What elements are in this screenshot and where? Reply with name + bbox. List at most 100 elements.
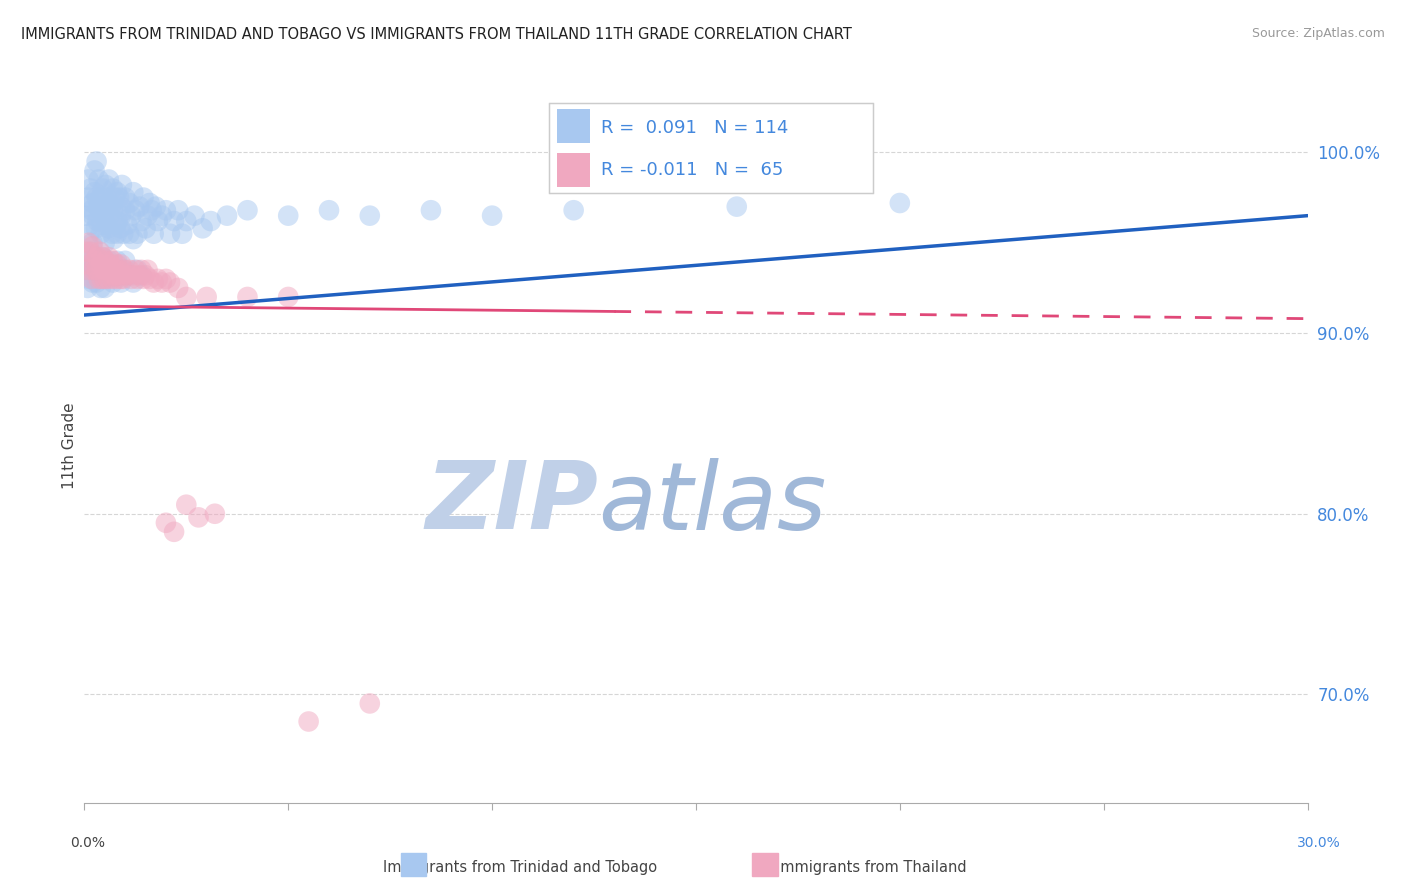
Point [77, 235, 100, 250]
Point [80, 203, 103, 218]
Point [105, 218, 128, 232]
Point [135, 221, 157, 235]
Point [200, 214, 222, 228]
Point [217, 209, 239, 223]
Point [86, 263, 108, 277]
Point [725, 200, 748, 214]
Text: atlas: atlas [598, 458, 827, 549]
Point [103, 268, 125, 283]
Point [93, 272, 115, 286]
Point [298, 714, 321, 729]
Point [359, 209, 381, 223]
Point [108, 191, 131, 205]
Point [128, 200, 150, 214]
Point [94, 253, 117, 268]
Point [420, 203, 443, 218]
Point [114, 253, 136, 268]
Point [115, 218, 138, 232]
Point [146, 272, 169, 286]
Point [481, 209, 503, 223]
Y-axis label: 11th Grade: 11th Grade [62, 402, 77, 490]
Point [277, 209, 299, 223]
Point [101, 276, 124, 290]
Point [114, 191, 136, 205]
Point [111, 178, 134, 192]
Point [142, 227, 165, 241]
Point [97, 272, 120, 286]
Point [122, 268, 145, 283]
Point [110, 209, 132, 223]
Point [79, 244, 101, 259]
Point [183, 209, 205, 223]
Point [77, 191, 100, 205]
Point [114, 203, 136, 218]
Point [93, 272, 115, 286]
Point [94, 178, 117, 192]
Point [122, 185, 145, 199]
Point [90, 257, 112, 271]
Point [87, 200, 110, 214]
Point [82, 235, 104, 250]
Point [159, 276, 181, 290]
Point [93, 209, 115, 223]
Point [96, 263, 118, 277]
Point [89, 263, 111, 277]
Point [101, 227, 124, 241]
Text: 0.0%: 0.0% [70, 836, 104, 850]
Point [82, 196, 104, 211]
Point [155, 516, 177, 530]
Point [76, 200, 98, 214]
Point [80, 263, 103, 277]
Point [75, 209, 97, 223]
Point [150, 276, 173, 290]
Point [155, 272, 177, 286]
Point [75, 244, 97, 259]
Point [110, 276, 132, 290]
Point [318, 203, 340, 218]
Point [142, 276, 165, 290]
Point [97, 196, 120, 211]
Point [75, 263, 97, 277]
Point [83, 253, 105, 268]
Point [97, 172, 120, 186]
Point [77, 172, 100, 186]
Point [135, 268, 157, 283]
Point [90, 272, 112, 286]
Point [105, 257, 128, 271]
Point [131, 263, 153, 277]
Point [127, 272, 149, 286]
Point [108, 268, 131, 283]
Point [163, 524, 186, 539]
Point [76, 263, 98, 277]
Point [131, 214, 153, 228]
Point [110, 200, 132, 214]
Point [101, 253, 124, 268]
Point [110, 257, 132, 271]
Point [277, 290, 299, 304]
Point [195, 290, 218, 304]
Point [86, 250, 108, 264]
Point [96, 218, 118, 232]
Point [77, 253, 100, 268]
Point [187, 510, 209, 524]
Point [86, 191, 108, 205]
Point [146, 214, 169, 228]
Point [136, 209, 159, 223]
Point [82, 263, 104, 277]
Point [141, 203, 163, 218]
Point [90, 218, 112, 232]
Point [77, 272, 100, 286]
Point [91, 181, 114, 195]
Point [96, 191, 118, 205]
Point [128, 268, 150, 283]
Point [112, 227, 135, 241]
Point [131, 268, 153, 283]
Point [111, 268, 134, 283]
Point [124, 203, 146, 218]
Point [105, 253, 128, 268]
Point [114, 263, 136, 277]
Point [108, 263, 131, 277]
Point [86, 214, 108, 228]
Text: Immigrants from Trinidad and Tobago: Immigrants from Trinidad and Tobago [384, 860, 657, 874]
Point [77, 227, 100, 241]
